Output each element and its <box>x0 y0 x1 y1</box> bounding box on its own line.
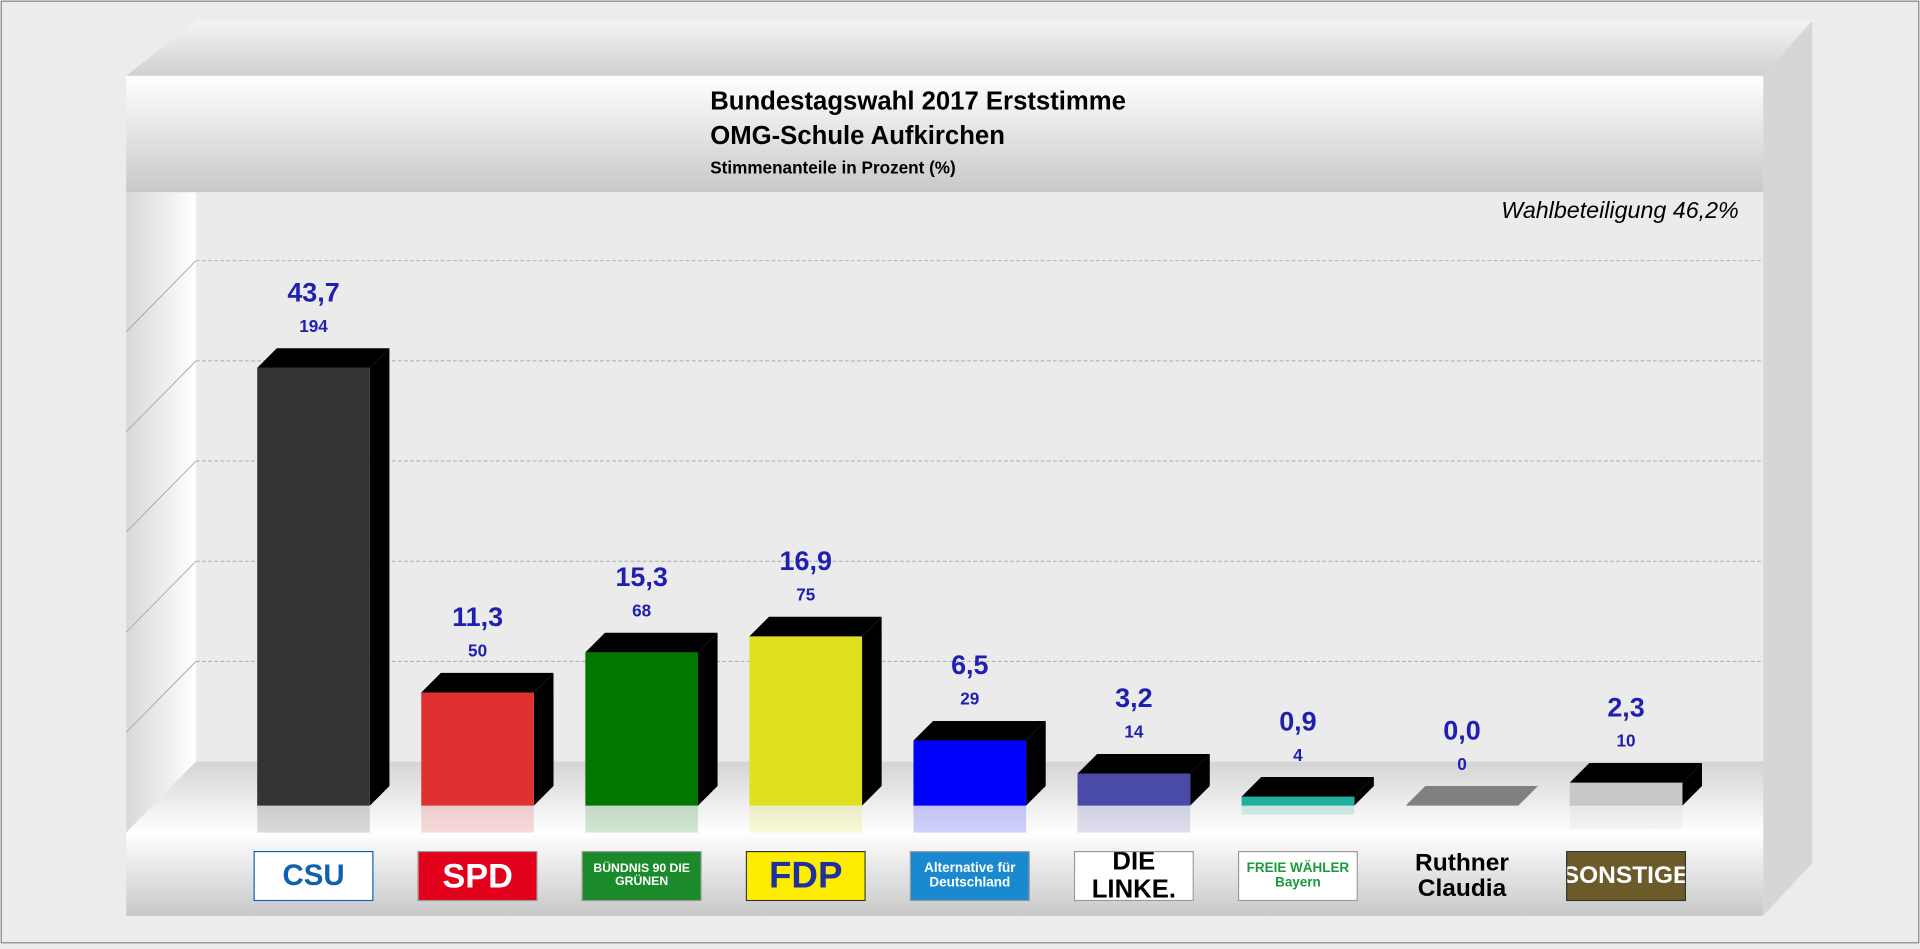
title-band <box>126 75 1764 193</box>
bar <box>257 367 370 806</box>
back-wall <box>195 192 1764 762</box>
count-label: 14 <box>1124 722 1144 742</box>
bar-side <box>369 348 390 806</box>
bar-top <box>1405 786 1538 806</box>
count-label: 50 <box>468 641 487 661</box>
category-logo: Ruthner Claudia <box>1415 850 1509 902</box>
bar-reflection <box>913 805 1027 833</box>
x-tick-label: FDP <box>745 850 866 902</box>
value-label: 0,0 <box>1443 715 1480 745</box>
x-tick-label: FREIE WÄHLER Bayern <box>1237 850 1358 902</box>
bar-side <box>1190 753 1210 806</box>
grid-line <box>125 460 197 533</box>
count-label: 68 <box>632 601 651 621</box>
value-label: 15,3 <box>615 562 667 592</box>
bar-reflection <box>749 805 863 833</box>
bar <box>1241 796 1355 806</box>
grid-line <box>125 260 197 333</box>
bar-reflection <box>1241 805 1355 815</box>
bar-side <box>1026 720 1046 806</box>
category-logo: FREIE WÄHLER Bayern <box>1237 850 1358 902</box>
bar-top <box>913 720 1046 741</box>
value-label: 0,9 <box>1279 706 1316 736</box>
value-label: 3,2 <box>1115 683 1152 713</box>
bar-reflection <box>421 805 534 833</box>
bar-reflection <box>1569 805 1683 829</box>
x-tick-label: SONSTIGE <box>1566 850 1687 902</box>
value-label: 6,5 <box>951 650 988 680</box>
bar <box>749 636 863 806</box>
box-top <box>126 20 1813 76</box>
count-label: 4 <box>1293 745 1303 765</box>
bar-reflection <box>585 805 698 833</box>
count-label: 75 <box>796 584 816 604</box>
bar-reflection <box>1077 805 1191 833</box>
x-tick-label: CSU <box>253 850 374 902</box>
count-label: 29 <box>960 689 979 709</box>
value-label: 16,9 <box>780 546 832 576</box>
category-logo: SONSTIGE <box>1566 850 1687 902</box>
bar-side <box>1354 777 1374 806</box>
bar-side <box>1682 763 1702 806</box>
category-logo: BÜNDNIS 90 DIE GRÜNEN <box>581 850 702 902</box>
annotation: Wahlbeteiligung 46,2% <box>1501 197 1738 223</box>
bar-top <box>1241 777 1374 797</box>
category-logo: CSU <box>253 850 374 902</box>
value-label: 2,3 <box>1607 692 1644 722</box>
value-label: 11,3 <box>452 602 503 632</box>
bar <box>421 692 534 806</box>
chart-title: Bundestagswahl 2017 Erststimme <box>710 88 1126 116</box>
x-tick-label: SPD <box>417 850 538 902</box>
bar-top <box>1569 763 1702 783</box>
grid-line <box>125 661 197 733</box>
bar-side <box>862 616 882 806</box>
axis-label: Stimmenanteile in Prozent (%) <box>710 157 956 177</box>
category-logo: Alternative für Deutschland <box>909 850 1030 902</box>
bar <box>1569 782 1683 806</box>
value-label: 43,7 <box>287 278 339 308</box>
grid-line <box>125 560 197 633</box>
box-side <box>1763 20 1813 916</box>
x-tick-label: BÜNDNIS 90 DIE GRÜNEN <box>581 850 702 902</box>
bar-top <box>421 672 554 693</box>
bar-side <box>697 632 718 806</box>
bar-top <box>749 616 882 637</box>
bar-top <box>257 348 390 368</box>
left-wall <box>126 192 196 833</box>
x-tick-label: DIE LINKE. <box>1073 850 1194 902</box>
count-label: 0 <box>1457 754 1467 774</box>
bar <box>913 740 1027 806</box>
category-logo: FDP <box>745 850 866 902</box>
category-logo: SPD <box>417 850 538 902</box>
bar <box>1077 773 1191 806</box>
bar-top <box>1077 753 1210 774</box>
x-tick-label: Ruthner Claudia <box>1415 850 1509 902</box>
count-label: 194 <box>299 316 328 336</box>
bar <box>585 652 698 806</box>
bar-side <box>533 672 554 806</box>
grid-line <box>125 360 197 433</box>
category-logo: DIE LINKE. <box>1073 850 1194 902</box>
bar-reflection <box>257 805 370 833</box>
count-label: 10 <box>1617 731 1636 751</box>
chart-subtitle: OMG-Schule Aufkirchen <box>710 122 1005 150</box>
bar-top <box>585 632 718 653</box>
x-tick-label: Alternative für Deutschland <box>909 850 1030 902</box>
